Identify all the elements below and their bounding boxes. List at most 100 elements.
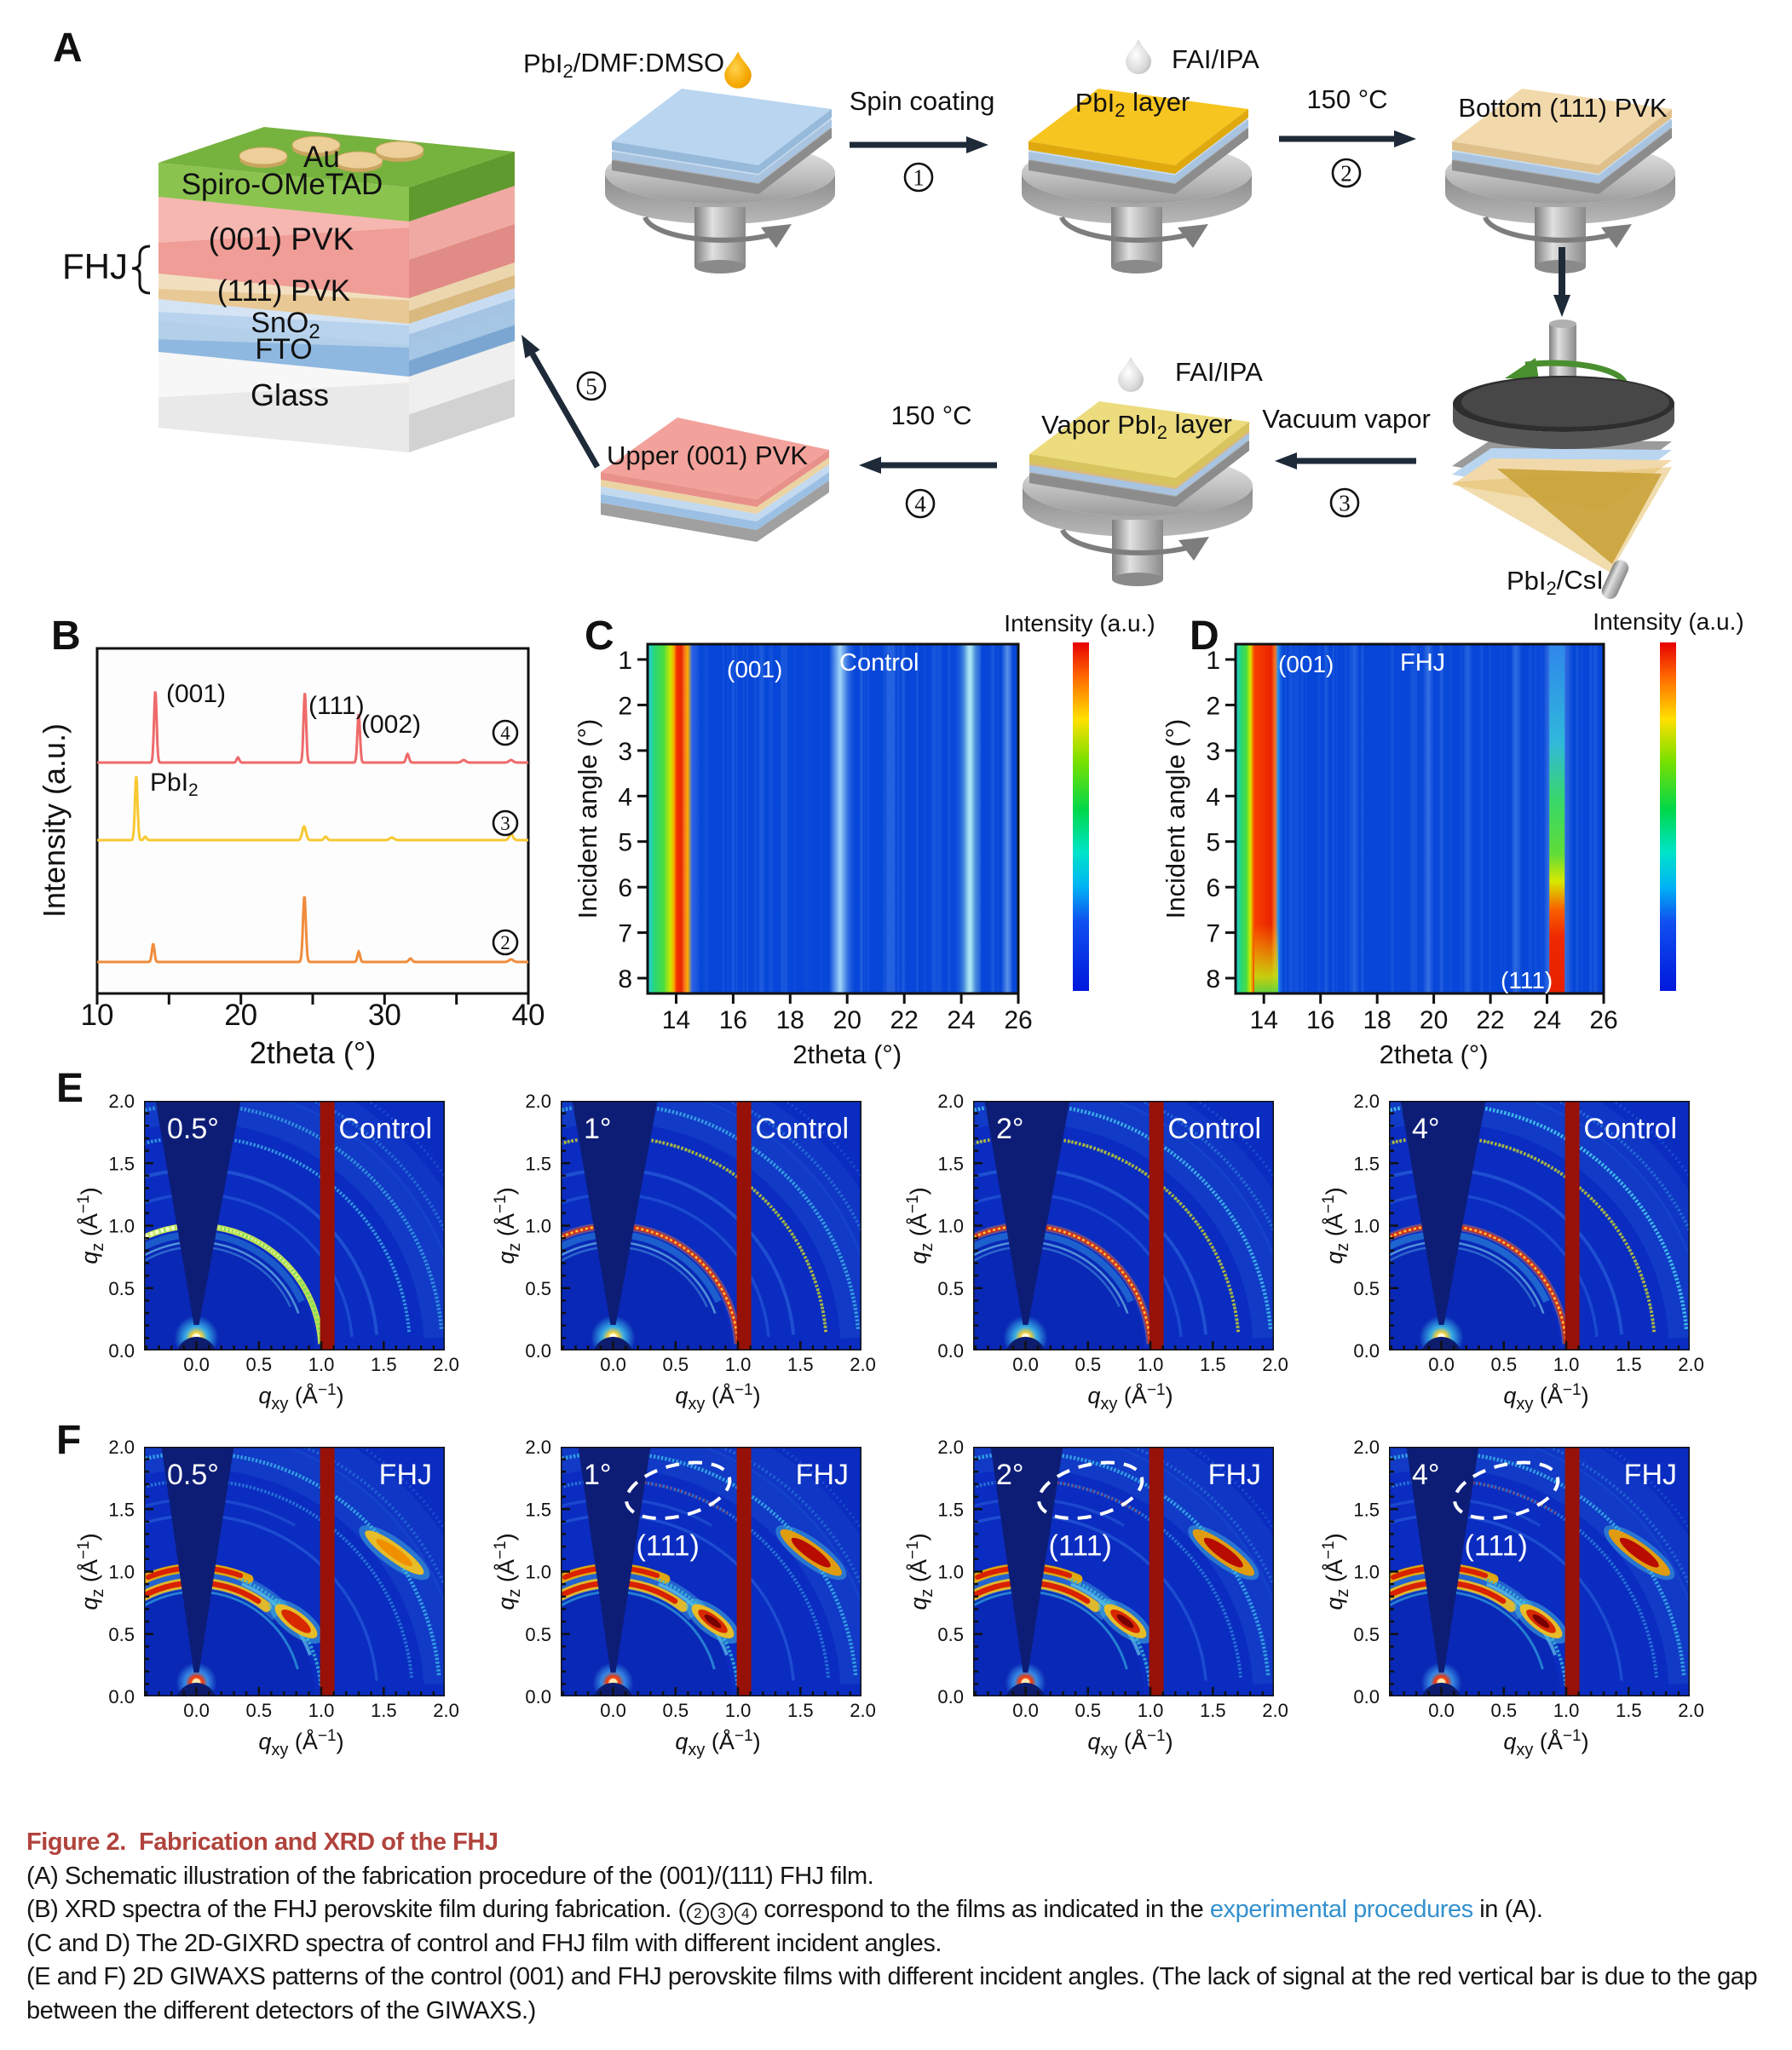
svg-text:FHJ: FHJ: [1400, 649, 1445, 677]
svg-text:1.0: 1.0: [108, 1562, 135, 1583]
svg-text:Intensity (a.u.): Intensity (a.u.): [1593, 608, 1743, 635]
svg-text:0.0: 0.0: [600, 1700, 626, 1721]
svg-text:1°: 1°: [584, 1459, 612, 1491]
svg-text:20: 20: [1420, 1006, 1448, 1034]
svg-text:2.0: 2.0: [525, 1437, 551, 1458]
svg-text:0.0: 0.0: [1353, 1340, 1380, 1362]
svg-text:Upper (001) PVK: Upper (001) PVK: [607, 441, 808, 470]
svg-text:qz (Å−1): qz (Å−1): [492, 1187, 524, 1264]
svg-text:Control: Control: [839, 649, 919, 677]
svg-text:5: 5: [1206, 829, 1220, 857]
svg-text:4: 4: [618, 783, 632, 811]
svg-text:1.5: 1.5: [525, 1153, 551, 1174]
svg-text:1.0: 1.0: [308, 1700, 335, 1721]
svg-text:qz (Å−1): qz (Å−1): [492, 1533, 524, 1609]
svg-text:3: 3: [618, 738, 632, 766]
svg-text:1.5: 1.5: [937, 1153, 964, 1174]
svg-text:1.0: 1.0: [525, 1216, 551, 1237]
svg-text:FHJ: FHJ: [379, 1459, 432, 1491]
svg-text:(001) PVK: (001) PVK: [209, 222, 354, 256]
svg-text:1.5: 1.5: [1200, 1700, 1226, 1721]
svg-text:2.0: 2.0: [937, 1437, 964, 1458]
svg-text:1.0: 1.0: [937, 1216, 964, 1237]
svg-text:0.0: 0.0: [108, 1686, 135, 1707]
svg-text:(111): (111): [1501, 967, 1553, 993]
svg-text:0.0: 0.0: [183, 1700, 210, 1721]
svg-text:(111): (111): [308, 692, 365, 720]
svg-text:PbI2 layer: PbI2 layer: [1075, 87, 1190, 121]
svg-text:2: 2: [1206, 692, 1220, 720]
svg-text:2: 2: [1340, 160, 1352, 186]
svg-text:A: A: [53, 26, 83, 71]
svg-text:0.0: 0.0: [108, 1340, 135, 1362]
svg-text:0.5: 0.5: [937, 1624, 964, 1645]
svg-text:Au: Au: [303, 141, 340, 174]
svg-text:2.0: 2.0: [1678, 1700, 1704, 1721]
svg-text:0.0: 0.0: [1353, 1686, 1380, 1707]
svg-text:qxy (Å−1): qxy (Å−1): [258, 1381, 343, 1414]
svg-text:2: 2: [500, 932, 510, 953]
svg-text:1.0: 1.0: [1138, 1354, 1164, 1375]
svg-text:2theta (°): 2theta (°): [250, 1035, 376, 1070]
svg-text:1.5: 1.5: [108, 1499, 135, 1520]
svg-text:150 °C: 150 °C: [890, 400, 971, 430]
svg-text:3: 3: [1339, 490, 1351, 515]
svg-text:1.0: 1.0: [1353, 1562, 1380, 1583]
svg-text:E: E: [56, 1066, 84, 1111]
svg-text:qz (Å−1): qz (Å−1): [904, 1533, 936, 1609]
svg-text:2theta (°): 2theta (°): [792, 1039, 902, 1069]
svg-text:1: 1: [1206, 647, 1220, 675]
svg-text:PbI2: PbI2: [150, 769, 199, 800]
svg-text:Spiro-OMeTAD: Spiro-OMeTAD: [182, 168, 383, 201]
svg-text:2.0: 2.0: [850, 1700, 876, 1721]
svg-text:SnO2: SnO2: [251, 307, 320, 343]
svg-text:qxy (Å−1): qxy (Å−1): [1503, 1381, 1588, 1414]
svg-text:10: 10: [81, 999, 114, 1032]
svg-text:qxy (Å−1): qxy (Å−1): [675, 1727, 760, 1759]
svg-text:4°: 4°: [1412, 1459, 1440, 1491]
svg-text:18: 18: [1363, 1006, 1391, 1034]
svg-text:1: 1: [913, 164, 925, 190]
svg-text:(111): (111): [1465, 1529, 1528, 1562]
svg-text:1.5: 1.5: [1353, 1153, 1380, 1174]
svg-text:FAI/IPA: FAI/IPA: [1172, 44, 1259, 74]
svg-text:2: 2: [618, 692, 632, 720]
svg-text:16: 16: [1306, 1006, 1334, 1034]
svg-text:D: D: [1190, 613, 1219, 659]
svg-text:8: 8: [618, 965, 632, 993]
svg-text:6: 6: [618, 874, 632, 902]
svg-text:1.0: 1.0: [1553, 1354, 1580, 1375]
svg-text:2.0: 2.0: [1262, 1700, 1288, 1721]
svg-text:qz (Å−1): qz (Å−1): [1320, 1533, 1352, 1609]
svg-text:qz (Å−1): qz (Å−1): [1320, 1187, 1352, 1264]
svg-text:PbI2/DMF:DMSO: PbI2/DMF:DMSO: [523, 48, 724, 82]
svg-text:14: 14: [662, 1006, 690, 1034]
svg-text:5: 5: [585, 373, 597, 399]
svg-text:(002): (002): [361, 711, 421, 739]
svg-text:0.0: 0.0: [1428, 1700, 1455, 1721]
svg-text:26: 26: [1004, 1006, 1032, 1034]
svg-text:1.5: 1.5: [1353, 1499, 1380, 1520]
svg-text:Incident angle (°): Incident angle (°): [573, 719, 602, 919]
svg-text:(111) PVK: (111) PVK: [217, 274, 350, 308]
svg-text:FHJ: FHJ: [62, 246, 128, 286]
svg-text:FHJ: FHJ: [1624, 1459, 1677, 1491]
svg-text:FHJ: FHJ: [1208, 1459, 1261, 1491]
svg-text:(001): (001): [166, 680, 226, 708]
svg-text:Glass: Glass: [251, 377, 329, 412]
svg-text:2.0: 2.0: [937, 1091, 964, 1112]
svg-text:Incident angle (°): Incident angle (°): [1161, 719, 1190, 919]
svg-text:7: 7: [1206, 920, 1220, 948]
svg-text:Intensity (a.u.): Intensity (a.u.): [1004, 610, 1155, 636]
svg-text:0.5: 0.5: [1075, 1354, 1101, 1375]
svg-text:1.5: 1.5: [371, 1700, 397, 1721]
svg-text:Control: Control: [1583, 1113, 1677, 1145]
svg-text:0.5: 0.5: [1353, 1624, 1380, 1645]
svg-text:(001): (001): [1278, 651, 1334, 677]
svg-text:0.5: 0.5: [525, 1278, 551, 1299]
svg-text:Spin coating: Spin coating: [850, 86, 995, 116]
svg-text:0.0: 0.0: [525, 1686, 551, 1707]
svg-text:qxy (Å−1): qxy (Å−1): [1087, 1727, 1173, 1759]
svg-text:0.0: 0.0: [937, 1686, 964, 1707]
svg-text:4: 4: [1206, 783, 1220, 811]
